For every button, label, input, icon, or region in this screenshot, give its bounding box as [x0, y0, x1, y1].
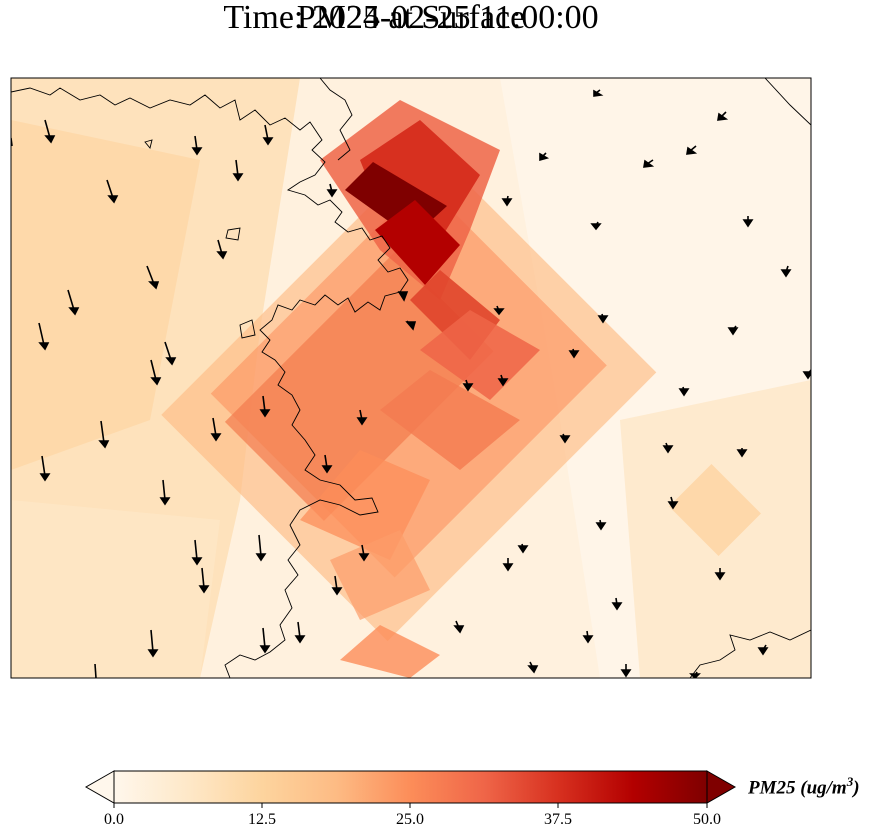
wind-arrow [259, 627, 271, 654]
wind-arrow [527, 661, 539, 674]
wind-arrow [262, 124, 274, 146]
colorbar-tick-label: 12.5 [248, 811, 276, 828]
wind-arrow [67, 289, 80, 316]
wind-arrow [582, 630, 594, 644]
wind-arrow [150, 359, 162, 386]
map-frame [10, 77, 812, 679]
wind-arrow [597, 313, 609, 324]
colorbar-gradient [114, 771, 707, 803]
plume-cell [380, 370, 520, 470]
wind-arrow [331, 575, 343, 596]
colorbar-ticks [113, 803, 708, 808]
colorbar-label-prefix: PM25 (ug/m [748, 777, 847, 799]
wind-arrow [502, 558, 514, 572]
wind-arrow [493, 305, 505, 316]
map-title-line1: PM25 at Surface [296, 0, 526, 36]
wind-arrow [98, 420, 110, 449]
coastline [764, 78, 811, 126]
wind-arrow [216, 239, 228, 260]
wind-arrow [714, 568, 726, 581]
wind-arrow [611, 597, 623, 611]
coastline [689, 629, 811, 678]
wind-arrow [727, 325, 739, 336]
western-field-dark [11, 120, 200, 470]
wind-arrow [780, 265, 792, 278]
wind-arrow [590, 221, 602, 231]
wind-arrow [146, 265, 160, 290]
plume-cell [224, 252, 494, 521]
coastline [319, 78, 353, 161]
map-title-line2: Time: 2024-02-25 11:00:00 [223, 0, 599, 36]
wind-arrow [164, 341, 177, 366]
plume-core [300, 100, 540, 678]
colorbar [84, 770, 737, 808]
wind-arrow [662, 442, 674, 454]
wind-arrow [742, 216, 754, 228]
wind-vectors [11, 89, 811, 678]
wind-arrow [453, 620, 465, 634]
wind-arrow [191, 135, 203, 156]
wind-arrow [94, 663, 97, 678]
wind-arrow [326, 183, 338, 198]
colorbar-label: PM25 (ug/m3) [748, 774, 860, 799]
plume-cell [420, 310, 540, 400]
colorbar-extend-max [706, 770, 737, 804]
wind-arrow [210, 417, 222, 442]
wind-arrow [643, 159, 655, 168]
map-area [11, 78, 811, 678]
wind-arrow [159, 479, 171, 506]
wind-arrow [259, 395, 271, 418]
wind-arrow [356, 409, 368, 426]
colorbar-label-exponent: 3 [846, 774, 854, 789]
wind-arrow [405, 320, 417, 331]
wind-arrow [294, 621, 306, 644]
wind-arrow [39, 455, 51, 482]
wind-arrow [620, 664, 632, 678]
wind-arrow [686, 145, 698, 155]
wind-arrow [358, 544, 370, 562]
wind-arrow [539, 152, 550, 162]
southeast-patch [669, 464, 761, 556]
wind-arrow [255, 534, 267, 562]
wind-arrow [678, 386, 690, 397]
wind-arrow [517, 543, 529, 554]
wind-arrow [38, 322, 50, 351]
colorbar-tick-label: 25.0 [396, 811, 424, 828]
colorbar-extend-min [84, 770, 115, 804]
wind-arrow [559, 433, 571, 444]
wind-arrow [717, 111, 729, 121]
wind-arrow [232, 159, 244, 182]
colorbar-label-suffix: ) [853, 777, 860, 799]
wind-arrow [593, 89, 604, 97]
wind-arrow [497, 374, 509, 387]
colorbar-tick-label: 37.5 [544, 811, 572, 828]
wind-arrow [568, 348, 580, 359]
wind-arrow [595, 519, 607, 531]
wind-arrow [667, 496, 679, 510]
coastline [11, 87, 409, 678]
wind-arrow [689, 671, 701, 678]
colorbar-tick-label: 50.0 [693, 811, 721, 828]
wind-arrow [757, 644, 769, 656]
wind-arrow [736, 448, 748, 458]
wind-arrow [321, 454, 333, 474]
wind-arrow [198, 567, 210, 594]
wind-arrow [44, 119, 56, 144]
plume-cell [330, 530, 430, 620]
wind-arrow [106, 179, 119, 204]
southwest-field [11, 500, 220, 678]
wind-arrow [462, 379, 474, 392]
wind-arrow [501, 195, 513, 207]
plume-cell [340, 625, 440, 678]
colorbar-tick-label: 0.0 [104, 811, 124, 828]
plume-cell [375, 200, 460, 285]
wind-arrow [191, 539, 203, 566]
wind-arrow [397, 291, 409, 302]
coastline [144, 139, 256, 339]
wind-arrow [147, 629, 159, 658]
